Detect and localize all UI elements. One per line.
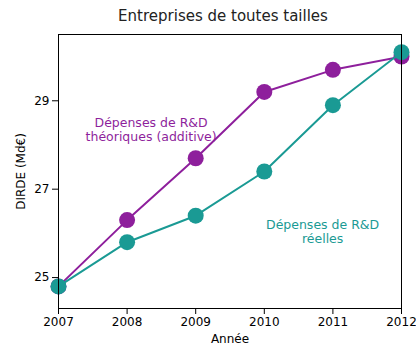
svg-text:Dépenses de R&Dréelles: Dépenses de R&Dréelles	[266, 217, 379, 246]
svg-text:25: 25	[34, 270, 49, 284]
svg-text:2012: 2012	[386, 315, 416, 329]
svg-text:Dépenses de R&Dthéoriques (add: Dépenses de R&Dthéoriques (additive)	[86, 115, 217, 144]
svg-text:27: 27	[34, 182, 49, 196]
svg-text:Année: Année	[211, 332, 249, 346]
svg-text:2007: 2007	[43, 315, 74, 329]
svg-text:29: 29	[34, 94, 49, 108]
html-text:Entreprises de toutes tailles: Entreprises de toutes tailles	[118, 7, 328, 25]
svg-text:2009: 2009	[180, 315, 211, 329]
svg-text:2011: 2011	[318, 315, 349, 329]
svg-text:2008: 2008	[112, 315, 143, 329]
svg-text:DIRDE (Md€): DIRDE (Md€)	[14, 133, 28, 210]
svg-text:2010: 2010	[249, 315, 280, 329]
